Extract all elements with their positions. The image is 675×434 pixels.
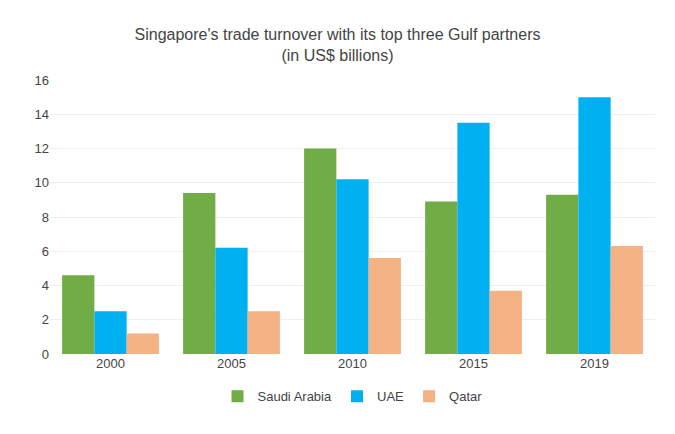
svg-text:10: 10 [35, 175, 49, 190]
svg-text:UAE: UAE [377, 389, 404, 404]
svg-text:2000: 2000 [96, 356, 125, 371]
svg-text:2019: 2019 [580, 356, 609, 371]
svg-text:2015: 2015 [459, 356, 488, 371]
svg-text:2010: 2010 [338, 356, 367, 371]
svg-text:2005: 2005 [217, 356, 246, 371]
svg-text:14: 14 [35, 107, 49, 122]
svg-text:12: 12 [35, 141, 49, 156]
svg-text:4: 4 [42, 278, 49, 293]
svg-text:Saudi Arabia: Saudi Arabia [258, 389, 332, 404]
svg-text:Qatar: Qatar [449, 389, 482, 404]
svg-text:6: 6 [42, 244, 49, 259]
svg-text:2: 2 [42, 312, 49, 327]
svg-text:8: 8 [42, 210, 49, 225]
svg-text:0: 0 [42, 347, 49, 362]
svg-text:16: 16 [35, 73, 49, 88]
svg-text:Singapore's trade turnover wit: Singapore's trade turnover with its top … [135, 26, 541, 64]
